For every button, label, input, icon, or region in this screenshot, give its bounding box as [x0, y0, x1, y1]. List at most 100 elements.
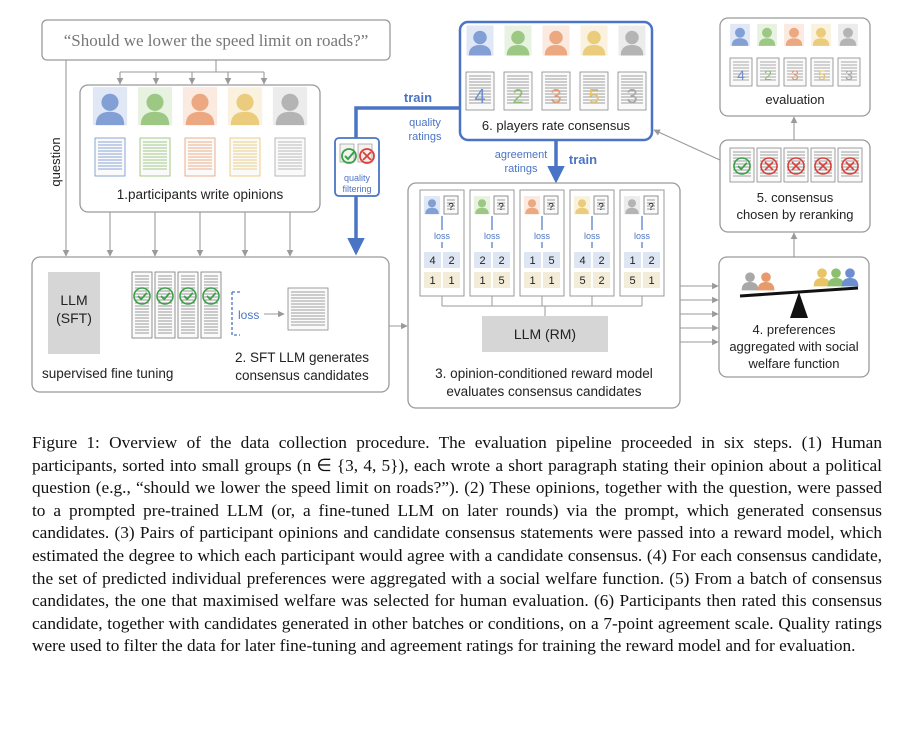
rm-score-cell [624, 252, 641, 268]
participant-avatar-icon [573, 196, 591, 215]
cross-icon [760, 157, 778, 175]
welfare-label-2: aggregated with social [729, 339, 858, 354]
rated-document-icon [810, 57, 834, 87]
rm-score-cell [524, 252, 541, 268]
quality-filtering-label-2: filtering [342, 184, 371, 194]
rated-document-icon [617, 71, 647, 111]
rm-score-cell [643, 252, 660, 268]
player-score: 4 [474, 86, 485, 108]
caption-line: degree to which each participant would a… [128, 545, 807, 565]
check-icon [179, 287, 197, 305]
caption-line: (1) Human participants, sorted into smal… [32, 433, 882, 475]
participant-avatar-icon [423, 196, 441, 215]
rm-question-mark: ? [498, 202, 504, 213]
rm-score-cell [574, 252, 591, 268]
caption-line: for later fine-tuning and agreement rati… [220, 636, 856, 656]
rm-score-value: 1 [448, 275, 454, 287]
question-to-participants-arrows [116, 60, 268, 85]
participant-avatar-icon [784, 23, 804, 46]
rm-score-cell [474, 272, 491, 288]
rm-score-value: 2 [648, 255, 654, 267]
opinion-document-icon [184, 137, 216, 177]
rm-score-cell [593, 252, 610, 268]
reward-model-label-1: 3. opinion-conditioned reward model [435, 366, 653, 381]
rm-loss-label: loss [584, 231, 601, 241]
rm-score-cell [493, 252, 510, 268]
quality-ratings-label-1: quality [409, 117, 441, 129]
participant-avatar-icon [542, 25, 570, 56]
rm-score-cell [624, 272, 641, 288]
participant-avatar-icon [618, 25, 646, 56]
rated-document-icon [729, 57, 753, 87]
rated-document-icon [503, 71, 533, 111]
rated-document-icon [756, 57, 780, 87]
llm-rm-label: LLM (RM) [514, 326, 576, 342]
evaluation-box: 4 2 3 5 3 evaluation [719, 17, 871, 117]
players-rate-box: 4 2 3 5 3 6. players rate consensus [458, 20, 654, 142]
scale-icon [739, 268, 859, 318]
player-score: 5 [588, 86, 599, 108]
player-score: 3 [550, 86, 561, 108]
rm-score-cell [493, 272, 510, 288]
rated-document-icon [465, 71, 495, 111]
sft-generates-label-1: 2. SFT LLM generates [235, 350, 369, 365]
train-label-2: train [569, 152, 597, 167]
welfare-label-1: 4. preferences [752, 322, 836, 337]
opinion-document-icon [139, 137, 171, 177]
opinions-to-sft-arrows [106, 212, 294, 257]
rm-score-value: 4 [429, 255, 435, 267]
evaluation-label: evaluation [765, 92, 824, 107]
rm-question-mark: ? [648, 202, 654, 213]
player-score: 2 [512, 86, 523, 108]
evaluation-score: 5 [818, 67, 826, 83]
rm-score-cell [474, 252, 491, 268]
rated-document-icon [579, 71, 609, 111]
rm-loss-label: loss [534, 231, 551, 241]
sft-generates-label-2: consensus candidates [235, 368, 369, 383]
participant-avatar-icon [838, 23, 858, 46]
cross-icon [841, 157, 859, 175]
caption-line: candidate, the set of predicted individu… [32, 545, 882, 588]
question-side-label: question [48, 137, 63, 186]
opinion-document-icon [229, 137, 261, 177]
rm-score-value: 5 [579, 275, 585, 287]
candidate-document-icon [493, 195, 509, 215]
agreement-ratings-label-1: agreement [495, 149, 548, 161]
candidate-document-icon [154, 271, 176, 339]
participant-avatar-icon [523, 196, 541, 215]
opinion-document-icon [274, 137, 306, 177]
caption-line: evaluation. (6) Participants then rated … [32, 591, 882, 633]
caption-line: other batches or conditions, on a 7-poin… [32, 613, 882, 656]
question-box: “Should we lower the speed limit on road… [41, 19, 391, 61]
quality-filtering-box: quality filtering [334, 137, 380, 197]
participant-avatar-icon [227, 87, 263, 126]
candidate-document-icon [643, 195, 659, 215]
caption-line: their opinion about a political question… [32, 455, 882, 498]
evaluation-score: 3 [791, 67, 799, 83]
rm-score-value: 5 [498, 275, 504, 287]
rm-score-value: 1 [429, 275, 435, 287]
cross-icon [814, 157, 832, 175]
participant-avatar-icon [92, 87, 128, 126]
candidate-document-icon [200, 271, 222, 339]
check-icon [202, 287, 220, 305]
rm-score-value: 4 [579, 255, 585, 267]
rm-loss-label: loss [434, 231, 451, 241]
rm-score-value: 1 [479, 275, 485, 287]
caption-line: (5) From a batch of consensus candidates… [32, 568, 883, 611]
participant-avatar-icon [580, 25, 608, 56]
reward-model-label-2: evaluates consensus candidates [446, 384, 641, 399]
quality-filtering-label-1: quality [344, 173, 371, 183]
check-icon [733, 157, 751, 175]
rm-question-mark: ? [598, 202, 604, 213]
generated-consensus-icon [287, 287, 329, 331]
rm-score-value: 1 [529, 255, 535, 267]
rm-score-value: 2 [448, 255, 454, 267]
participant-avatar-icon [466, 25, 494, 56]
rm-to-welfare-arrows [680, 282, 719, 346]
participants-box: 1.participants write opinions [79, 84, 321, 213]
evaluation-score: 4 [737, 67, 745, 83]
participant-avatar-icon [137, 87, 173, 126]
sft-box: LLM (SFT) supervised fine tuning loss 2.… [31, 256, 390, 393]
rm-score-value: 1 [529, 275, 535, 287]
